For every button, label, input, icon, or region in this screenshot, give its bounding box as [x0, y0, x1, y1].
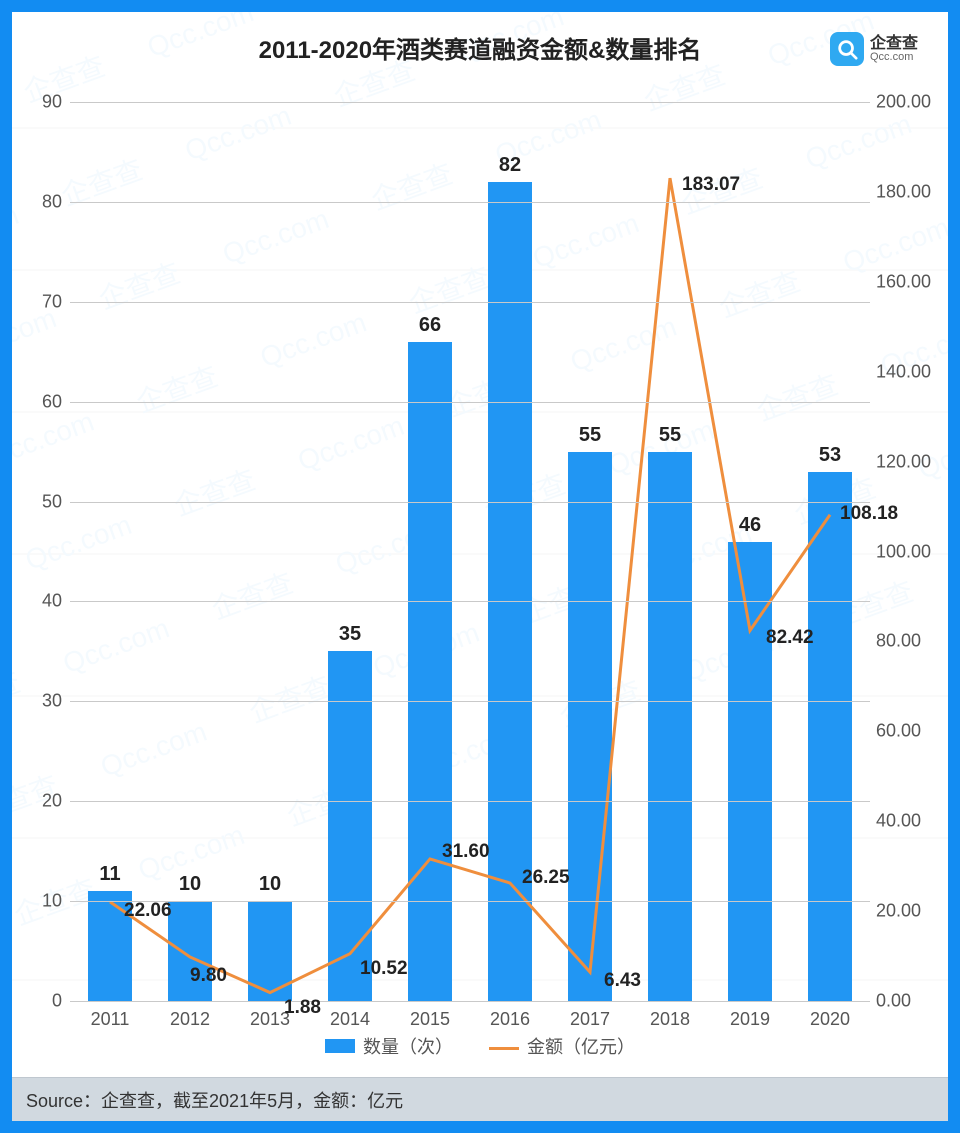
- brand-en: Qcc.com: [870, 52, 918, 63]
- y-right-tick: 80.00: [876, 631, 944, 652]
- x-tick-label: 2020: [810, 1009, 850, 1030]
- legend-bar: 数量（次）: [325, 1033, 453, 1059]
- x-tick-label: 2011: [91, 1009, 130, 1030]
- grid-line: [70, 901, 870, 902]
- grid-line: [70, 701, 870, 702]
- grid-line: [70, 502, 870, 503]
- x-tick-label: 2012: [170, 1009, 210, 1030]
- y-left-tick: 30: [22, 691, 62, 712]
- line-value-label: 108.18: [840, 503, 898, 525]
- chart-frame: 2011-2020年酒类赛道融资金额&数量排名 企查查 Qcc.com 1110…: [0, 0, 960, 1133]
- x-tick-label: 2014: [330, 1009, 370, 1030]
- line-value-label: 1.88: [284, 997, 321, 1019]
- grid-line: [70, 1001, 870, 1002]
- x-tick-label: 2019: [730, 1009, 770, 1030]
- line-value-label: 10.52: [360, 958, 408, 980]
- y-right-tick: 60.00: [876, 721, 944, 742]
- y-left-tick: 80: [22, 191, 62, 212]
- x-tick-label: 2016: [490, 1009, 530, 1030]
- line-value-label: 26.25: [522, 867, 570, 889]
- y-left-tick: 50: [22, 491, 62, 512]
- grid-line: [70, 801, 870, 802]
- legend-line: 金额（亿元）: [489, 1033, 635, 1059]
- brand-logo: 企查查 Qcc.com: [830, 32, 918, 66]
- y-right-tick: 20.00: [876, 901, 944, 922]
- y-right-tick: 200.00: [876, 92, 944, 113]
- brand-cn: 企查查: [870, 36, 918, 52]
- x-tick-label: 2015: [410, 1009, 450, 1030]
- line-value-label: 183.07: [682, 174, 740, 196]
- x-tick-label: 2018: [650, 1009, 690, 1030]
- y-left-tick: 20: [22, 791, 62, 812]
- line-path: [110, 178, 830, 992]
- y-right-tick: 40.00: [876, 811, 944, 832]
- line-value-label: 82.42: [766, 627, 814, 649]
- y-right-tick: 160.00: [876, 271, 944, 292]
- line-value-label: 31.60: [442, 841, 490, 863]
- x-tick-label: 2017: [570, 1009, 610, 1030]
- chart-title: 2011-2020年酒类赛道融资金额&数量排名: [12, 30, 948, 65]
- source-footer: Source：企查查，截至2021年5月，金额：亿元: [12, 1077, 948, 1121]
- line-value-label: 9.80: [190, 965, 227, 987]
- legend-bar-label: 数量（次）: [363, 1037, 453, 1057]
- plot-area: 11101035668255554653 2011201220132014201…: [70, 102, 870, 1001]
- y-right-tick: 100.00: [876, 541, 944, 562]
- legend: 数量（次） 金额（亿元）: [12, 1031, 948, 1061]
- y-left-tick: 0: [22, 991, 62, 1012]
- grid-line: [70, 402, 870, 403]
- grid-line: [70, 202, 870, 203]
- y-right-tick: 140.00: [876, 361, 944, 382]
- y-right-tick: 0.00: [876, 991, 944, 1012]
- line-layer: [70, 102, 870, 1001]
- header: 2011-2020年酒类赛道融资金额&数量排名 企查查 Qcc.com: [12, 30, 948, 90]
- y-left-tick: 40: [22, 591, 62, 612]
- line-value-label: 6.43: [604, 970, 641, 992]
- grid-line: [70, 302, 870, 303]
- source-text: Source：企查查，截至2021年5月，金额：亿元: [26, 1087, 403, 1113]
- y-left-tick: 70: [22, 291, 62, 312]
- qcc-icon: [830, 32, 864, 66]
- grid-line: [70, 102, 870, 103]
- grid-line: [70, 601, 870, 602]
- legend-line-label: 金额（亿元）: [527, 1037, 635, 1057]
- y-left-tick: 90: [22, 92, 62, 113]
- line-value-label: 22.06: [124, 900, 172, 922]
- y-right-tick: 180.00: [876, 181, 944, 202]
- y-left-tick: 10: [22, 891, 62, 912]
- legend-line-swatch: [489, 1047, 519, 1050]
- legend-bar-swatch: [325, 1039, 355, 1053]
- y-right-tick: 120.00: [876, 451, 944, 472]
- y-left-tick: 60: [22, 391, 62, 412]
